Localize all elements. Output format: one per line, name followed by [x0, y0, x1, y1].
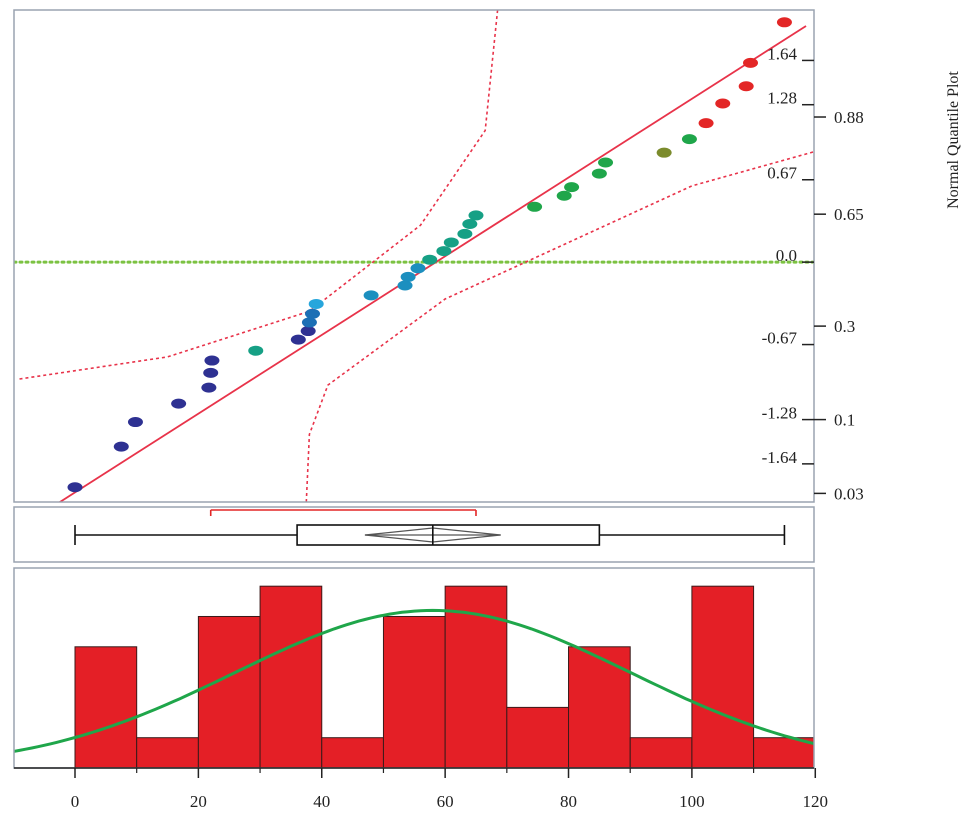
- prob-tick-label-4: 0.03: [834, 484, 864, 503]
- quantile-point-1: [113, 441, 129, 452]
- quantile-point-0: [67, 482, 83, 493]
- prob-tick-label-1: 0.65: [834, 205, 864, 224]
- z-tick-label-2: 0.67: [767, 164, 797, 183]
- quantile-plot-frame: [13, 9, 815, 503]
- histogram-bar-1: [136, 737, 199, 768]
- quantile-point-32: [738, 81, 754, 92]
- quantile-point-17: [422, 254, 438, 265]
- quantile-point-15: [400, 271, 416, 282]
- quantile-point-29: [681, 134, 697, 145]
- z-tick-label-1: 1.28: [767, 89, 797, 108]
- quantile-point-16: [410, 263, 426, 274]
- quantile-point-33: [743, 57, 759, 68]
- quantile-plot-area: [14, 10, 814, 502]
- histogram-area: [14, 585, 814, 768]
- z-tick-label-6: -1.64: [762, 448, 798, 467]
- histogram-bar-10: [691, 585, 755, 768]
- z-tick-label-3: 0.0: [776, 246, 797, 265]
- quantile-point-30: [698, 118, 714, 129]
- x-tick-label-1: 20: [190, 792, 207, 811]
- box-plot-frame: [13, 506, 815, 563]
- x-tick-label-0: 0: [71, 792, 80, 811]
- histogram-bar-7: [506, 706, 570, 768]
- quantile-point-5: [203, 367, 219, 378]
- histogram-bar-3: [259, 585, 323, 768]
- prob-tick-label-0: 0.88: [834, 108, 864, 127]
- box-plot: [13, 506, 815, 563]
- z-tick-label-5: -1.28: [762, 404, 797, 423]
- quantile-point-2: [127, 417, 143, 428]
- quantile-point-13: [363, 290, 379, 301]
- histogram-bar-6: [444, 585, 508, 768]
- quantile-point-28: [656, 147, 672, 158]
- x-tick-label-3: 60: [437, 792, 454, 811]
- quantile-point-11: [305, 308, 321, 319]
- quantile-point-14: [397, 280, 413, 291]
- quantile-point-3: [171, 398, 187, 409]
- x-tick-label-4: 80: [560, 792, 577, 811]
- quantile-point-7: [248, 345, 264, 356]
- confidence-band-lower: [305, 150, 814, 502]
- quantile-point-18: [436, 246, 452, 257]
- confidence-band-upper: [19, 10, 499, 380]
- quantile-point-19: [443, 237, 459, 248]
- quantile-point-34: [776, 17, 792, 28]
- histogram-bar-4: [321, 737, 384, 768]
- histogram: [13, 567, 815, 769]
- x-tick-label-5: 100: [679, 792, 705, 811]
- x-axis: 0 20 40 60 80 100 120: [14, 767, 829, 811]
- prob-tick-label-3: 0.1: [834, 411, 855, 430]
- histogram-bar-8: [568, 646, 631, 768]
- histogram-bar-5: [382, 615, 446, 768]
- x-tick-label-6: 120: [803, 792, 829, 811]
- quantile-point-20: [457, 228, 473, 239]
- quantile-point-8: [290, 334, 306, 345]
- normal-fit-line: [58, 25, 807, 502]
- z-tick-label-4: -0.67: [762, 329, 798, 348]
- quantile-point-6: [204, 355, 220, 366]
- x-tick-label-2: 40: [313, 792, 330, 811]
- histogram-bar-9: [629, 737, 693, 768]
- quantile-point-23: [527, 201, 543, 212]
- histogram-bar-2: [197, 615, 261, 768]
- quantile-point-21: [462, 219, 478, 230]
- quantile-point-22: [468, 210, 484, 221]
- quantile-point-25: [564, 182, 580, 193]
- normal-density-curve: [14, 608, 814, 753]
- histogram-bar-0: [74, 646, 138, 768]
- quantile-point-26: [591, 168, 607, 179]
- quantile-point-31: [715, 98, 731, 109]
- quantile-point-24: [556, 190, 572, 201]
- quantile-point-4: [201, 382, 217, 393]
- quantile-point-12: [308, 298, 324, 309]
- quantile-point-27: [598, 157, 614, 168]
- quantile-plot-title: Normal Quantile Plot: [945, 71, 962, 209]
- quantile-plot: 1.64 1.28 0.67 0.0 -0.67 -1.28 -1.64 0.88 0.65 0.…: [13, 9, 864, 503]
- z-tick-label-0: 1.64: [767, 44, 797, 63]
- quantile-point-10: [301, 317, 317, 328]
- prob-tick-label-2: 0.3: [834, 317, 855, 336]
- quantile-point-9: [300, 326, 316, 337]
